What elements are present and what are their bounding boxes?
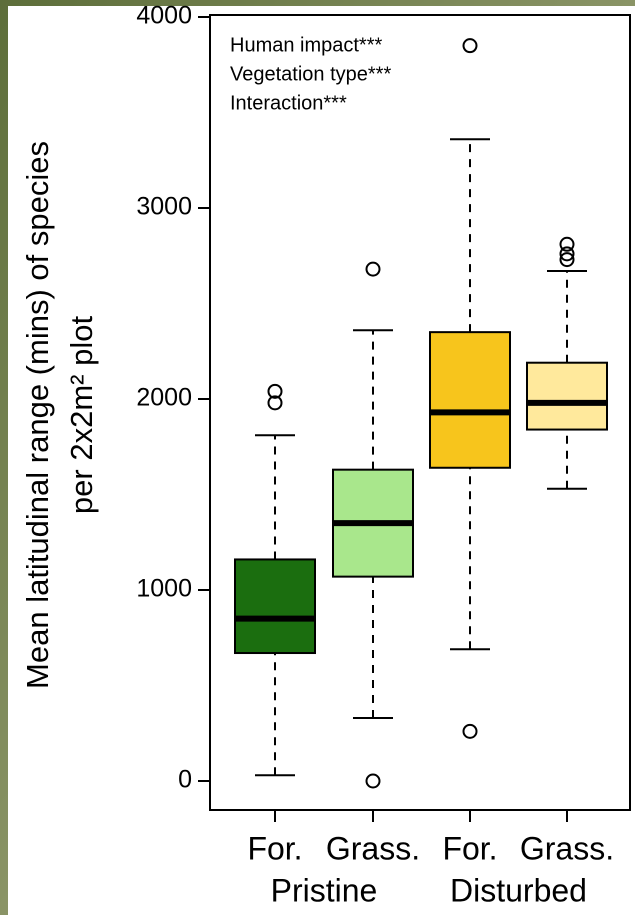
outlier — [462, 723, 478, 739]
outlier — [559, 246, 575, 262]
group-label: Pristine — [271, 872, 378, 908]
outlier — [559, 236, 575, 252]
x-tick-label: For. — [442, 830, 497, 866]
annotation: Interaction*** — [230, 92, 347, 114]
outlier — [267, 383, 283, 399]
group-label: Disturbed — [450, 872, 587, 908]
y-tick-label: 3000 — [136, 193, 192, 221]
y-tick-label: 0 — [178, 766, 192, 794]
x-tick-label: Grass. — [520, 830, 614, 866]
outlier — [365, 773, 381, 789]
outlier — [365, 261, 381, 277]
box — [526, 361, 608, 431]
outlier — [559, 252, 575, 268]
panel — [8, 6, 635, 915]
outlier — [267, 395, 283, 411]
y-axis-label: Mean latitudinal range (mins) of species — [20, 141, 55, 689]
y-tick-label: 1000 — [136, 575, 192, 603]
outlier — [462, 38, 478, 54]
annotation: Vegetation type*** — [230, 63, 391, 85]
y-tick-label: 4000 — [136, 2, 192, 30]
y-tick-label: 2000 — [136, 384, 192, 412]
annotation: Human impact*** — [230, 34, 383, 56]
x-tick-label: Grass. — [326, 830, 420, 866]
plot-frame — [209, 14, 631, 811]
x-tick-label: For. — [247, 830, 302, 866]
box — [429, 331, 511, 469]
box — [234, 558, 316, 655]
y-axis-label: per 2x2m² plot — [64, 316, 99, 515]
